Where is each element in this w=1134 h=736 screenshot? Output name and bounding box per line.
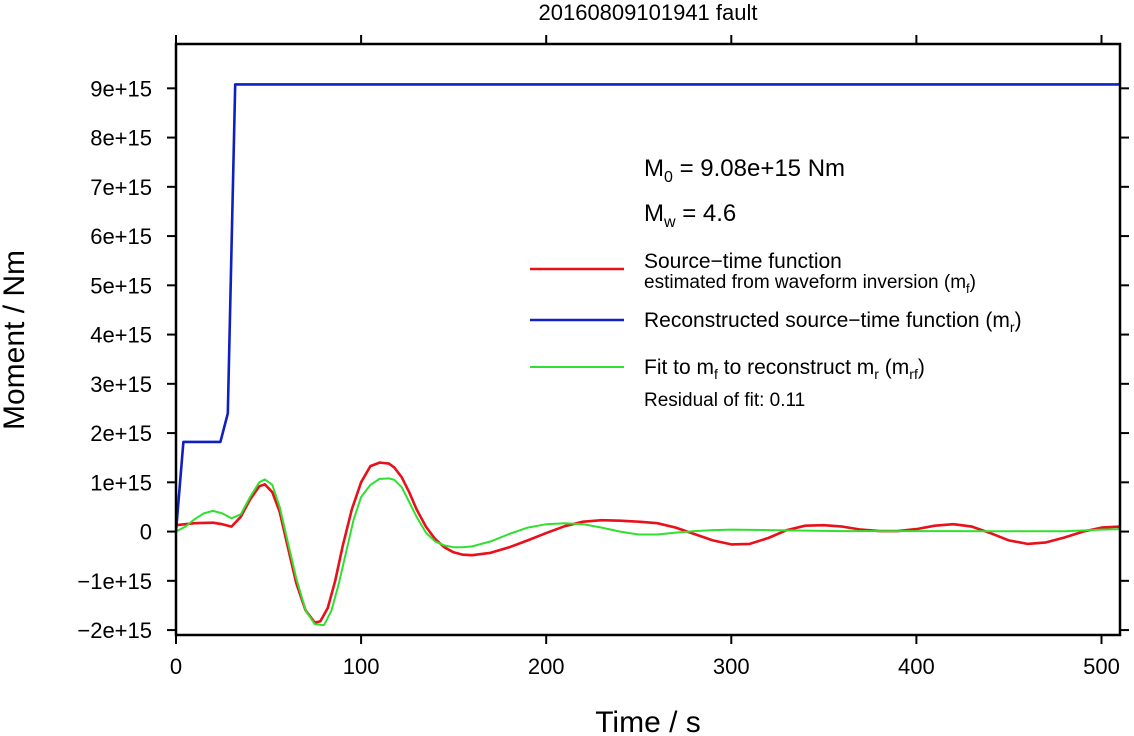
series-line-0 — [176, 461, 1120, 625]
x-tick-label: 300 — [713, 654, 750, 679]
y-tick-label: −1e+15 — [77, 569, 152, 594]
residual-annotation: Residual of fit: 0.11 — [644, 390, 805, 411]
series-line-2 — [176, 477, 1120, 627]
moment-magnitude-annotation: Mw = 4.6 — [644, 200, 736, 231]
x-tick-label: 500 — [1083, 654, 1120, 679]
plot-frame — [174, 42, 1122, 637]
series-line-1 — [176, 83, 1120, 532]
y-tick-label: 6e+15 — [90, 224, 152, 249]
y-tick-label: 3e+15 — [90, 372, 152, 397]
m0-value: = 9.08e+15 Nm — [673, 155, 845, 182]
y-tick-label: 0 — [140, 520, 152, 545]
legend-label-mr: Reconstructed source−time function (mr) — [644, 309, 1022, 335]
legend-label-mrf: Fit to mf to reconstruct mr (mrf) — [644, 356, 925, 382]
x-tick-label: 400 — [898, 654, 935, 679]
x-tick-label: 100 — [343, 654, 380, 679]
y-tick-label: 5e+15 — [90, 273, 152, 298]
legend-label-mf-line1: Source−time function — [644, 250, 842, 273]
x-tick-label: 0 — [170, 654, 182, 679]
legend: Source−time function estimated from wave… — [530, 250, 1022, 411]
y-tick-label: 9e+15 — [90, 76, 152, 101]
y-tick-label: −2e+15 — [77, 618, 152, 643]
y-tick-label: 4e+15 — [90, 323, 152, 348]
y-tick-label: 8e+15 — [90, 126, 152, 151]
y-tick-label: 7e+15 — [90, 175, 152, 200]
mw-subscript: w — [663, 214, 676, 231]
y-tick-label: 1e+15 — [90, 470, 152, 495]
mw-value: = 4.6 — [676, 200, 737, 227]
m0-symbol: M — [644, 155, 664, 182]
seismic-moment-annotation: M0 = 9.08e+15 Nm — [644, 155, 845, 186]
x-axis-title: Time / s — [595, 706, 701, 736]
series-layer — [176, 83, 1120, 627]
y-axis-title: Moment / Nm — [0, 250, 31, 430]
legend-label-mf-line2: estimated from waveform inversion (mf) — [644, 272, 976, 296]
chart-title: 20160809101941 fault — [539, 0, 758, 25]
y-tick-label: 2e+15 — [90, 421, 152, 446]
x-tick-label: 200 — [528, 654, 565, 679]
m0-subscript: 0 — [664, 169, 673, 186]
mw-symbol: M — [644, 200, 664, 227]
axes-layer: 0 100 200 300 400 500 −2e+15 −1e+15 0 1e+15 2e+15 3… — [77, 35, 1129, 679]
